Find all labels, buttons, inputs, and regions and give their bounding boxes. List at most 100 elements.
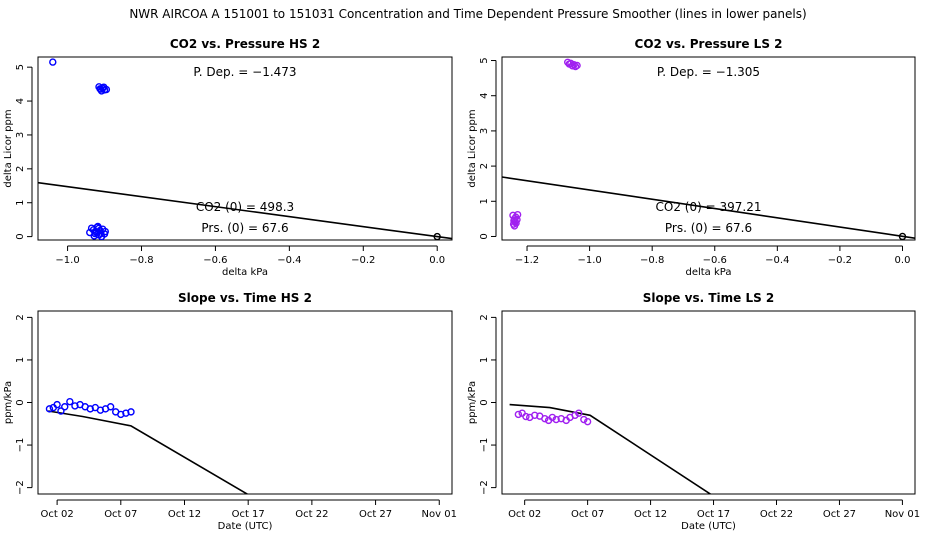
panels-group: CO2 vs. Pressure HS 2 −1.0 −0.8 −0.6 −0.4 −0.… bbox=[3, 37, 920, 532]
x-axis-label: delta kPa bbox=[685, 267, 731, 278]
plot-frame bbox=[37, 56, 453, 241]
data-point bbox=[100, 83, 108, 91]
y-tick-label: 2 bbox=[15, 166, 26, 172]
x-tick-label: −0.8 bbox=[129, 255, 153, 266]
y-tick-label: 5 bbox=[479, 57, 490, 63]
data-point bbox=[518, 409, 526, 417]
y-tick-label: 0 bbox=[15, 399, 26, 405]
chart-ls-pressure: CO2 vs. Pressure LS 2 −1.2 −1.0 −0.8 −0.6 −0.… bbox=[467, 37, 916, 278]
y-tick-label: −1 bbox=[15, 438, 26, 453]
data-point bbox=[61, 403, 69, 411]
y-tick-label: 0 bbox=[479, 399, 490, 405]
chart-hs-time: Slope vs. Time HS 2 Oct 02 Oct 07 Oct 12 Oct… bbox=[3, 291, 457, 532]
x-tick-label: −1.0 bbox=[55, 255, 79, 266]
x-tick-label: Oct 27 bbox=[823, 509, 856, 520]
data-point bbox=[57, 407, 65, 415]
data-point bbox=[514, 410, 523, 419]
smoother-line bbox=[48, 410, 249, 494]
data-point bbox=[127, 408, 135, 416]
x-tick-label: 0.0 bbox=[895, 255, 911, 266]
x-tick-label: Oct 07 bbox=[571, 509, 604, 520]
pressure-zero-annotation: Prs. (0) = 67.6 bbox=[665, 221, 752, 235]
y-tick-label: 1 bbox=[15, 357, 26, 363]
data-point bbox=[573, 61, 581, 70]
x-tick-label: Oct 12 bbox=[168, 509, 201, 520]
x-axis-label: delta kPa bbox=[222, 267, 268, 278]
y-axis-label: ppm/kPa bbox=[3, 381, 14, 424]
y-tick-label: −1 bbox=[479, 438, 490, 453]
x-tick-label: −0.4 bbox=[765, 255, 789, 266]
data-point bbox=[106, 403, 115, 411]
x-axis-label: Date (UTC) bbox=[681, 521, 736, 532]
data-point bbox=[513, 210, 522, 219]
data-point bbox=[49, 58, 57, 66]
pressure-dependence-annotation: P. Dep. = −1.473 bbox=[193, 65, 296, 79]
y-tick-label: −2 bbox=[479, 480, 490, 495]
x-tick-label: −0.4 bbox=[277, 255, 301, 266]
y-tick-label: 4 bbox=[479, 93, 490, 99]
y-tick-label: 3 bbox=[15, 132, 26, 138]
pressure-zero-annotation: Prs. (0) = 67.6 bbox=[201, 221, 288, 235]
y-tick-label: 2 bbox=[15, 314, 26, 320]
y-tick-label: 4 bbox=[15, 98, 26, 104]
data-point bbox=[91, 229, 99, 238]
data-point bbox=[87, 224, 96, 232]
y-tick-label: 3 bbox=[479, 128, 490, 134]
x-tick-label: −0.2 bbox=[351, 255, 375, 266]
y-tick-label: 5 bbox=[15, 64, 26, 70]
co2-zero-annotation: CO2 (0) = 397.21 bbox=[656, 200, 762, 214]
y-tick-label: 1 bbox=[15, 200, 26, 206]
x-tick-label: Oct 17 bbox=[697, 509, 730, 520]
data-point bbox=[580, 415, 588, 424]
data-point bbox=[570, 61, 578, 69]
chart-title: Slope vs. Time HS 2 bbox=[178, 291, 312, 305]
x-tick-label: Oct 12 bbox=[634, 509, 667, 520]
y-axis-label: ppm/kPa bbox=[467, 381, 478, 424]
data-point bbox=[66, 397, 74, 406]
y-tick-label: 1 bbox=[479, 198, 490, 204]
plot-content bbox=[509, 403, 712, 494]
chart-title: CO2 vs. Pressure HS 2 bbox=[170, 37, 320, 51]
chart-hs-pressure: CO2 vs. Pressure HS 2 −1.0 −0.8 −0.6 −0.4 −0.… bbox=[3, 37, 453, 278]
plot-content bbox=[38, 58, 452, 240]
y-tick-label: 2 bbox=[479, 314, 490, 320]
x-tick-label: Oct 02 bbox=[508, 509, 541, 520]
x-tick-label: Oct 07 bbox=[104, 509, 137, 520]
co2-zero-annotation: CO2 (0) = 498.3 bbox=[196, 200, 294, 214]
chart-title: CO2 vs. Pressure LS 2 bbox=[635, 37, 783, 51]
y-axis-label: delta Licor ppm bbox=[3, 109, 14, 187]
y-tick-label: 0 bbox=[15, 233, 26, 239]
origin-point bbox=[898, 232, 907, 240]
chart-ls-time: Slope vs. Time LS 2 Oct 02 Oct 07 Oct 12 Oct… bbox=[467, 291, 920, 532]
x-tick-label: −0.2 bbox=[828, 255, 852, 266]
plot-content bbox=[45, 397, 249, 494]
y-tick-label: −2 bbox=[15, 480, 26, 495]
smoother-line bbox=[509, 403, 712, 494]
data-point bbox=[575, 409, 583, 417]
y-tick-label: 2 bbox=[479, 163, 490, 169]
x-tick-label: Oct 22 bbox=[760, 509, 793, 520]
x-tick-label: −1.2 bbox=[515, 255, 539, 266]
data-point bbox=[522, 412, 530, 421]
data-point bbox=[548, 413, 557, 422]
data-point bbox=[583, 417, 592, 426]
plot-frame bbox=[501, 56, 916, 241]
y-tick-label: 1 bbox=[479, 357, 490, 363]
data-point bbox=[510, 216, 518, 225]
x-axis-label: Date (UTC) bbox=[218, 521, 273, 532]
data-point bbox=[94, 224, 103, 233]
data-point bbox=[571, 411, 579, 419]
y-tick-label: 0 bbox=[479, 233, 490, 239]
origin-point bbox=[433, 232, 441, 240]
x-tick-label: −0.6 bbox=[703, 255, 727, 266]
x-tick-label: −0.8 bbox=[640, 255, 664, 266]
plot-content bbox=[502, 58, 915, 240]
x-tick-label: Oct 17 bbox=[232, 509, 265, 520]
x-tick-label: Oct 02 bbox=[41, 509, 74, 520]
data-point bbox=[552, 415, 560, 424]
plot-frame bbox=[501, 310, 916, 495]
data-point bbox=[541, 414, 549, 423]
x-tick-label: 0.0 bbox=[429, 255, 445, 266]
pressure-dependence-annotation: P. Dep. = −1.305 bbox=[657, 65, 760, 79]
